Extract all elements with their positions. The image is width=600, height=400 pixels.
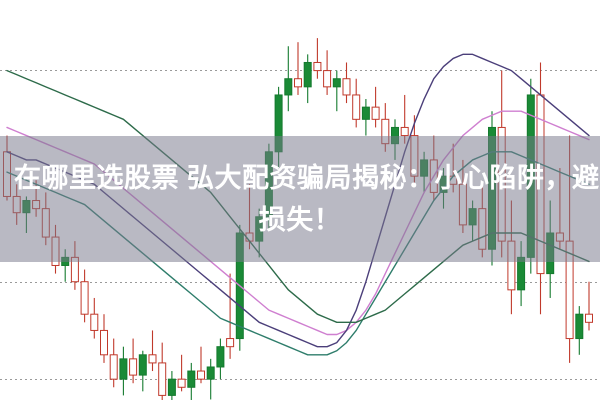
headline-line-2: 损失！ [258,205,342,235]
headline-overlay-band [0,136,600,262]
headline-text-block: 在哪里选股票 弘大配资骗局揭秘：小心陷阱，避免 损失！ [0,136,600,262]
headline-line-1: 在哪里选股票 弘大配资骗局揭秘：小心陷阱，避免 [14,163,600,193]
chart-gridlines [0,70,600,380]
